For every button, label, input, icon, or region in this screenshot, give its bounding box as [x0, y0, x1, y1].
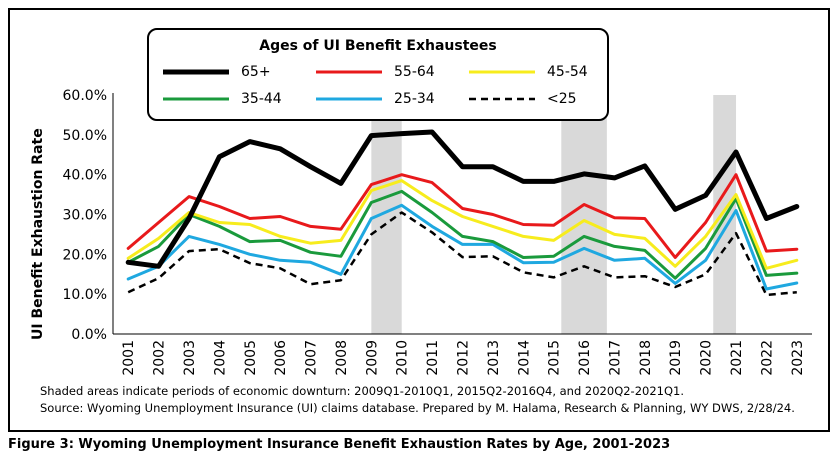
series-line-35-44 [126, 189, 799, 280]
x-tick-label: 2007 [304, 340, 320, 376]
y-tick-label: 50.0% [63, 128, 107, 144]
chart-plot: 0.0% 10.0% 20.0% 30.0% 40.0% 50.0% 60.0% 2001 20… [63, 88, 812, 376]
chart-frame: 0.0% 10.0% 20.0% 30.0% 40.0% 50.0% 60.0% 2001 20… [8, 8, 830, 432]
x-tick-label: 2022 [759, 340, 775, 376]
x-tick-label: 2005 [243, 340, 259, 376]
y-tick-label: 60.0% [63, 88, 107, 104]
series-line-<25 [127, 211, 797, 297]
downturn-shade-0 [371, 95, 402, 334]
source-note: Source: Wyoming Unemployment Insurance (… [40, 401, 795, 415]
legend-label: <25 [547, 91, 577, 107]
figure-caption: Figure 3: Wyoming Unemployment Insurance… [8, 437, 671, 452]
legend-label: 55-64 [394, 64, 435, 80]
x-tick-label: 2010 [395, 340, 411, 376]
x-tick-label: 2017 [607, 340, 623, 376]
series-line-65+ [125, 129, 800, 269]
legend-swatch [316, 97, 382, 101]
legend-swatch [469, 97, 535, 101]
x-tick-label: 2001 [121, 340, 137, 376]
legend-label: 35-44 [241, 91, 282, 107]
x-tick-label: 2020 [699, 340, 715, 376]
x-tick-label: 2002 [152, 340, 168, 376]
x-tick-label: 2004 [212, 340, 228, 376]
x-tick-label: 2023 [790, 340, 806, 376]
x-tick-label: 2019 [668, 340, 684, 376]
y-tick-label: 40.0% [63, 168, 107, 184]
y-tick-label: 10.0% [63, 287, 107, 303]
legend-label: 25-34 [394, 91, 435, 107]
x-tick-label: 2021 [729, 340, 745, 376]
x-tick-label: 2012 [456, 340, 472, 376]
x-tick-label: 2008 [334, 340, 350, 376]
legend-title: Ages of UI Benefit Exhaustees [259, 38, 497, 54]
x-tick-label: 2018 [638, 340, 654, 376]
series-line-45-54 [126, 179, 799, 270]
y-tick-label: 20.0% [63, 247, 107, 263]
series-line-55-64 [126, 173, 799, 259]
y-tick-label: 0.0% [71, 327, 107, 343]
y-axis-title: UI Benefit Exhaustion Rate [30, 128, 46, 340]
x-tick-label: 2009 [364, 340, 380, 376]
x-tick-label: 2003 [182, 340, 198, 376]
legend-swatch [469, 70, 535, 74]
x-tick-label: 2014 [516, 340, 532, 376]
legend-label: 45-54 [547, 64, 588, 80]
x-tick-label: 2006 [273, 340, 289, 376]
legend-swatch [163, 97, 229, 101]
x-tick-label: 2015 [547, 340, 563, 376]
legend-swatch [163, 69, 229, 75]
y-tick-label: 30.0% [63, 208, 107, 224]
x-tick-label: 2011 [425, 340, 441, 376]
x-tick-label: 2016 [577, 340, 593, 376]
legend: Ages of UI Benefit Exhaustees 65+ 55-64 45… [147, 28, 609, 121]
legend-swatch [316, 70, 382, 74]
shaded-areas-note: Shaded areas indicate periods of economi… [40, 384, 684, 398]
x-tick-label: 2013 [486, 340, 502, 376]
legend-label: 65+ [241, 64, 271, 80]
series-line-25-34 [126, 203, 799, 291]
